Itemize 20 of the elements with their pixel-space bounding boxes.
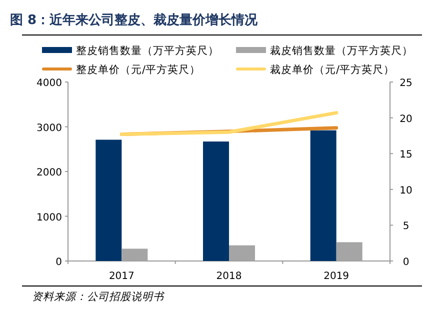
y-tick-label: 4000 bbox=[36, 78, 62, 89]
y2-tick-label: 5 bbox=[402, 221, 410, 232]
text: 资料来源：公司招股说明书 bbox=[32, 291, 165, 303]
y2-tick-label: 20 bbox=[400, 114, 412, 125]
y-tick-label: 2000 bbox=[36, 168, 62, 178]
y2-tick-label: 10 bbox=[400, 185, 412, 196]
y2-tick-label: 15 bbox=[400, 150, 412, 161]
x-tick-label: 2017 bbox=[108, 271, 134, 282]
y-tick-label: 3000 bbox=[36, 122, 62, 134]
y2-tick-label: 25 bbox=[400, 78, 412, 89]
x-tick-label: 2018 bbox=[216, 271, 242, 282]
legend-label: 裁皮单价（元/平方英尺） bbox=[270, 63, 395, 76]
y2-tick-label: 0 bbox=[402, 257, 410, 268]
y-tick-label: 0 bbox=[56, 257, 62, 268]
legend-label: 整皮销售数量（万平方英尺） bbox=[76, 44, 219, 57]
legend-label: 整皮单价（元/平方英尺） bbox=[76, 63, 201, 76]
legend-label: 裁皮销售数量（万平方英尺） bbox=[270, 44, 413, 57]
x-tick-label: 2019 bbox=[324, 271, 350, 282]
chart-title: 图 8：近年来公司整皮、裁皮量价增长情况 bbox=[10, 12, 259, 28]
y-tick-label: 1000 bbox=[36, 212, 62, 224]
